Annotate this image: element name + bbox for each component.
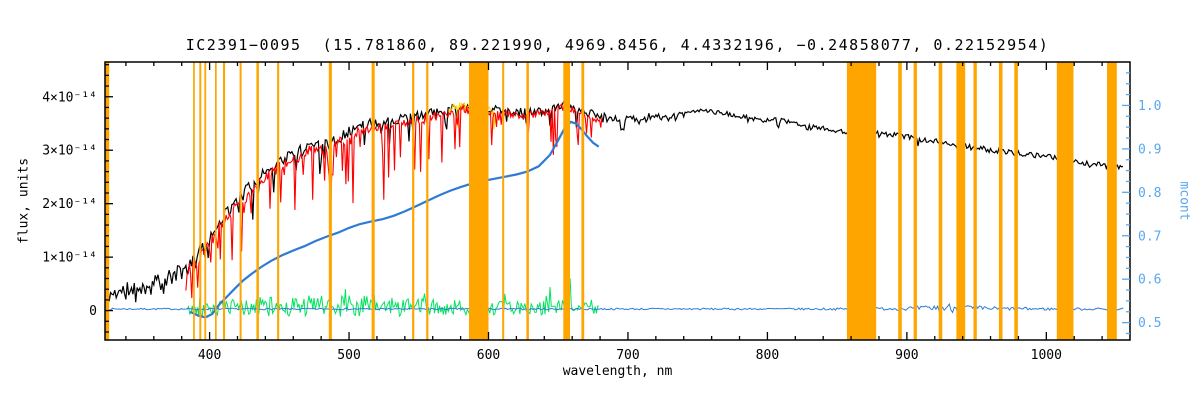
svg-text:0.8: 0.8: [1138, 186, 1161, 201]
masked-bands-layer: [105, 62, 1117, 340]
svg-text:500: 500: [337, 348, 360, 363]
masked-band: [215, 62, 217, 340]
masked-band: [371, 62, 375, 340]
svg-text:1.0: 1.0: [1138, 99, 1161, 114]
svg-text:600: 600: [477, 348, 500, 363]
masked-band: [502, 62, 505, 340]
masked-band: [563, 62, 570, 340]
svg-text:900: 900: [895, 348, 918, 363]
masked-band: [956, 62, 966, 340]
svg-text:0: 0: [89, 304, 97, 319]
svg-text:4×10⁻¹⁴: 4×10⁻¹⁴: [42, 90, 97, 105]
y-axis-label-right: mcont: [1176, 181, 1192, 221]
svg-text:800: 800: [756, 348, 779, 363]
svg-text:1×10⁻¹⁴: 1×10⁻¹⁴: [42, 251, 97, 266]
svg-text:0.9: 0.9: [1138, 142, 1161, 157]
masked-band: [412, 62, 415, 340]
masked-band: [1056, 62, 1074, 340]
x-axis-label: wavelength, nm: [562, 364, 673, 379]
masked-band: [105, 62, 110, 340]
plot-frame: [104, 61, 1131, 341]
masked-band: [426, 62, 429, 340]
masked-band: [204, 62, 207, 340]
svg-text:3×10⁻¹⁴: 3×10⁻¹⁴: [42, 144, 97, 159]
series-residual: [186, 278, 599, 318]
masked-band: [846, 62, 877, 340]
masked-band: [1014, 62, 1018, 340]
series-zero-line: [109, 302, 1124, 314]
masked-band: [1107, 62, 1117, 340]
axes-layer: 400 500 600 700 800 900 1000 0 1×10⁻¹⁴ 2×10⁻¹⁴ 3×1…: [42, 61, 1161, 363]
series-model: [185, 103, 603, 299]
masked-band: [469, 62, 489, 340]
masked-band: [328, 62, 332, 340]
masked-band: [256, 62, 259, 340]
masked-band: [193, 62, 195, 340]
svg-text:2×10⁻¹⁴: 2×10⁻¹⁴: [42, 197, 97, 212]
masked-band: [938, 62, 943, 340]
masked-band: [199, 62, 202, 340]
masked-band: [223, 62, 226, 340]
masked-band: [898, 62, 902, 340]
y-axis-label-left: flux, units: [16, 157, 32, 245]
plot-title: IC2391−0095 (15.781860, 89.221990, 4969.…: [185, 36, 1050, 54]
masked-band: [973, 62, 977, 340]
masked-band: [913, 62, 917, 340]
svg-text:700: 700: [616, 348, 639, 363]
svg-text:0.6: 0.6: [1138, 273, 1161, 288]
svg-text:0.7: 0.7: [1138, 229, 1161, 244]
series-mcont: [189, 120, 600, 319]
series-observed: [105, 99, 1124, 303]
masked-band: [581, 62, 585, 340]
svg-text:0.5: 0.5: [1138, 316, 1161, 331]
masked-band: [526, 62, 529, 340]
masked-band: [277, 62, 280, 340]
masked-band: [239, 62, 242, 340]
masked-band: [998, 62, 1003, 340]
svg-text:400: 400: [198, 348, 221, 363]
svg-text:1000: 1000: [1031, 348, 1062, 363]
